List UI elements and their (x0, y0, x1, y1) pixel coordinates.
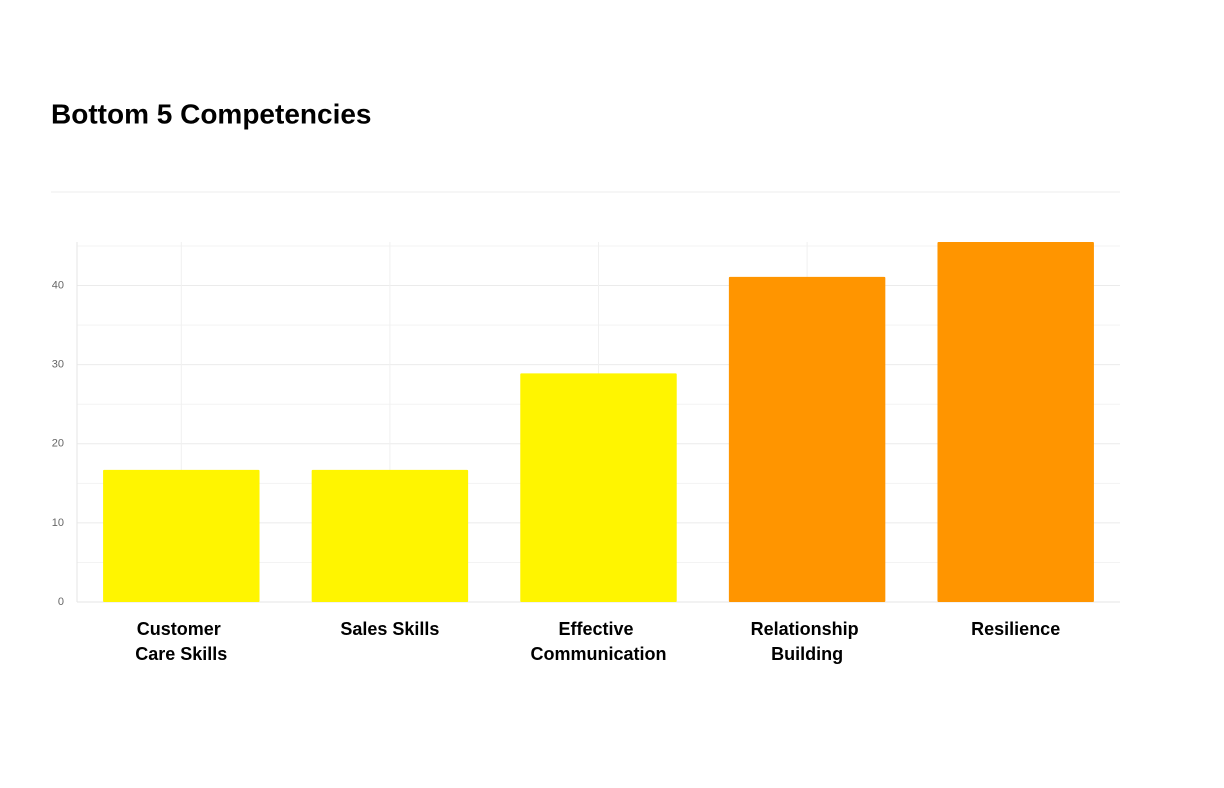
y-tick-label: 0 (58, 596, 64, 608)
chart-title: Bottom 5 Competencies (51, 98, 372, 129)
bar (520, 373, 677, 602)
bar (311, 469, 469, 602)
x-tick-label: Customer Care Skills (135, 619, 227, 664)
bar (728, 276, 886, 602)
y-tick-label: 30 (52, 359, 64, 371)
y-tick-label: 20 (52, 438, 64, 450)
x-tick-label: Relationship Building (751, 619, 864, 664)
bar (103, 469, 260, 602)
bar (937, 242, 1094, 602)
x-tick-label: Resilience (971, 619, 1060, 639)
x-tick-label: Sales Skills (340, 619, 439, 639)
y-tick-label: 40 (52, 279, 64, 291)
x-tick-label: Effective Communication (530, 619, 666, 664)
y-tick-label: 10 (52, 517, 64, 529)
